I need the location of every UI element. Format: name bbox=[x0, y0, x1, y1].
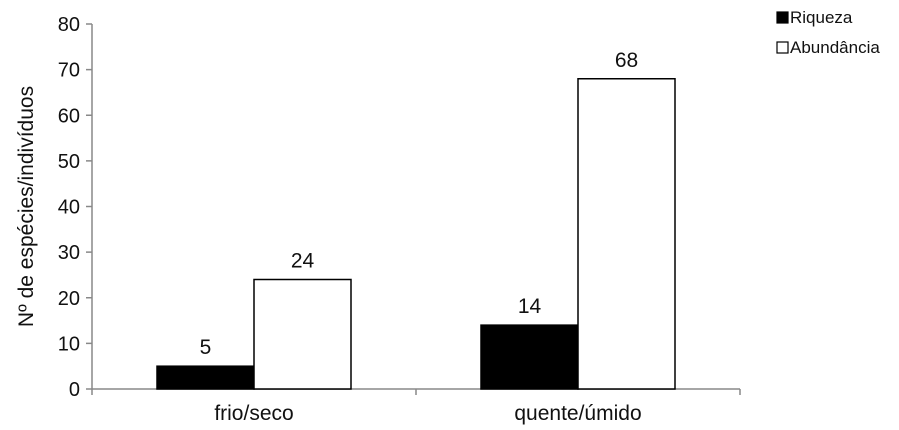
y-tick-label: 80 bbox=[58, 14, 80, 36]
y-axis-title: Nº de espécies/indivíduos bbox=[15, 86, 38, 327]
legend-swatch-riqueza bbox=[776, 11, 789, 24]
data-label: 14 bbox=[518, 295, 542, 318]
bar-riqueza bbox=[480, 324, 579, 390]
legend-label: Abundância bbox=[790, 38, 880, 57]
y-tick-label: 20 bbox=[58, 288, 80, 310]
data-label: 24 bbox=[291, 250, 315, 273]
y-tick-label: 70 bbox=[58, 60, 80, 82]
x-category-label: frio/seco bbox=[214, 402, 293, 425]
y-tick-label: 50 bbox=[58, 151, 80, 173]
bar-riqueza bbox=[156, 365, 255, 390]
bar-abundancia bbox=[577, 78, 676, 390]
data-label: 5 bbox=[200, 336, 212, 359]
y-tick-label: 60 bbox=[58, 105, 80, 127]
bar-abundancia bbox=[253, 278, 352, 390]
y-tick-label: 10 bbox=[58, 333, 80, 355]
data-label: 68 bbox=[615, 49, 638, 72]
x-category-label: quente/úmido bbox=[514, 402, 641, 425]
y-tick-label: 40 bbox=[58, 197, 80, 219]
y-tick-label: 30 bbox=[58, 242, 80, 264]
y-tick-label: 0 bbox=[69, 379, 80, 401]
legend-label: Riqueza bbox=[790, 8, 853, 27]
legend-swatch-abundancia bbox=[776, 41, 789, 54]
